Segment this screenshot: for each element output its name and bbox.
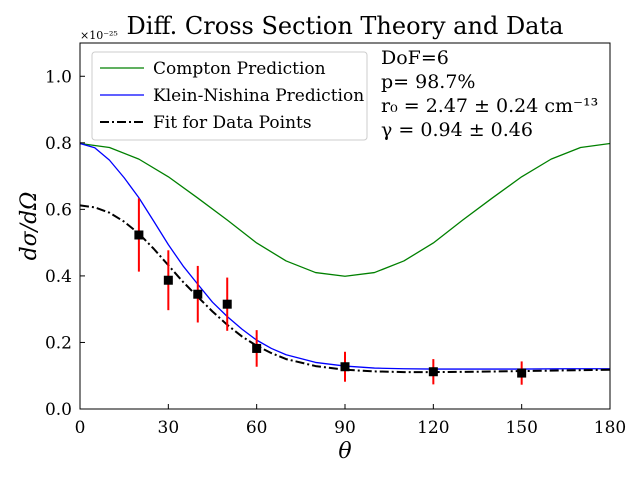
- legend-label-fit: Fit for Data Points: [153, 113, 312, 133]
- data-point-marker: [428, 367, 438, 377]
- fit-annotation: DoF=6 p= 98.7% r₀ = 2.47 ± 0.24 cm⁻¹³ γ …: [381, 47, 598, 141]
- y-axis-label: dσ/dΩ: [17, 192, 42, 261]
- y-tick-label: 0.6: [45, 200, 72, 220]
- x-tick-label: 90: [334, 418, 356, 438]
- annotation-gamma: γ = 0.94 ± 0.46: [381, 119, 533, 141]
- x-axis-ticks: 0 30 60 90 120 150 180: [75, 404, 626, 438]
- annotation-p-value: p= 98.7%: [381, 71, 475, 93]
- legend-label-klein-nishina: Klein-Nishina Prediction: [153, 86, 364, 106]
- legend-label-compton: Compton Prediction: [153, 59, 326, 79]
- chart-title: Diff. Cross Section Theory and Data: [127, 12, 564, 40]
- annotation-dof: DoF=6: [381, 47, 449, 69]
- legend: Compton Prediction Klein-Nishina Predict…: [91, 51, 368, 141]
- x-tick-label: 60: [246, 418, 268, 438]
- data-point-marker: [222, 299, 232, 309]
- y-tick-label: 0.2: [45, 333, 72, 353]
- plot-area: [79, 142, 611, 385]
- data-point-marker: [252, 343, 262, 353]
- data-point-marker: [134, 230, 144, 240]
- y-tick-label: 0.0: [45, 400, 72, 420]
- y-axis-ticks: 0.0 0.2 0.4 0.6 0.8 1.0: [45, 67, 85, 420]
- data-point-marker: [193, 289, 203, 299]
- klein-nishina-prediction-line: [79, 142, 610, 370]
- data-point-marker: [517, 368, 527, 378]
- x-tick-label: 150: [505, 418, 537, 438]
- compton-prediction-line: [79, 142, 611, 277]
- x-tick-label: 180: [594, 418, 626, 438]
- data-point-marker: [163, 275, 173, 285]
- y-tick-label: 0.8: [45, 134, 72, 154]
- legend-box: [91, 51, 368, 141]
- y-tick-label: 1.0: [45, 67, 72, 87]
- annotation-r0: r₀ = 2.47 ± 0.24 cm⁻¹³: [381, 95, 598, 117]
- x-tick-label: 30: [158, 418, 180, 438]
- x-axis-label: θ: [338, 439, 351, 464]
- y-scale-label: ×10⁻²⁵: [80, 29, 118, 42]
- data-point-marker: [340, 362, 350, 372]
- points-layer: [134, 198, 527, 385]
- x-tick-label: 120: [417, 418, 449, 438]
- y-tick-label: 0.4: [45, 267, 72, 287]
- x-tick-label: 0: [75, 418, 86, 438]
